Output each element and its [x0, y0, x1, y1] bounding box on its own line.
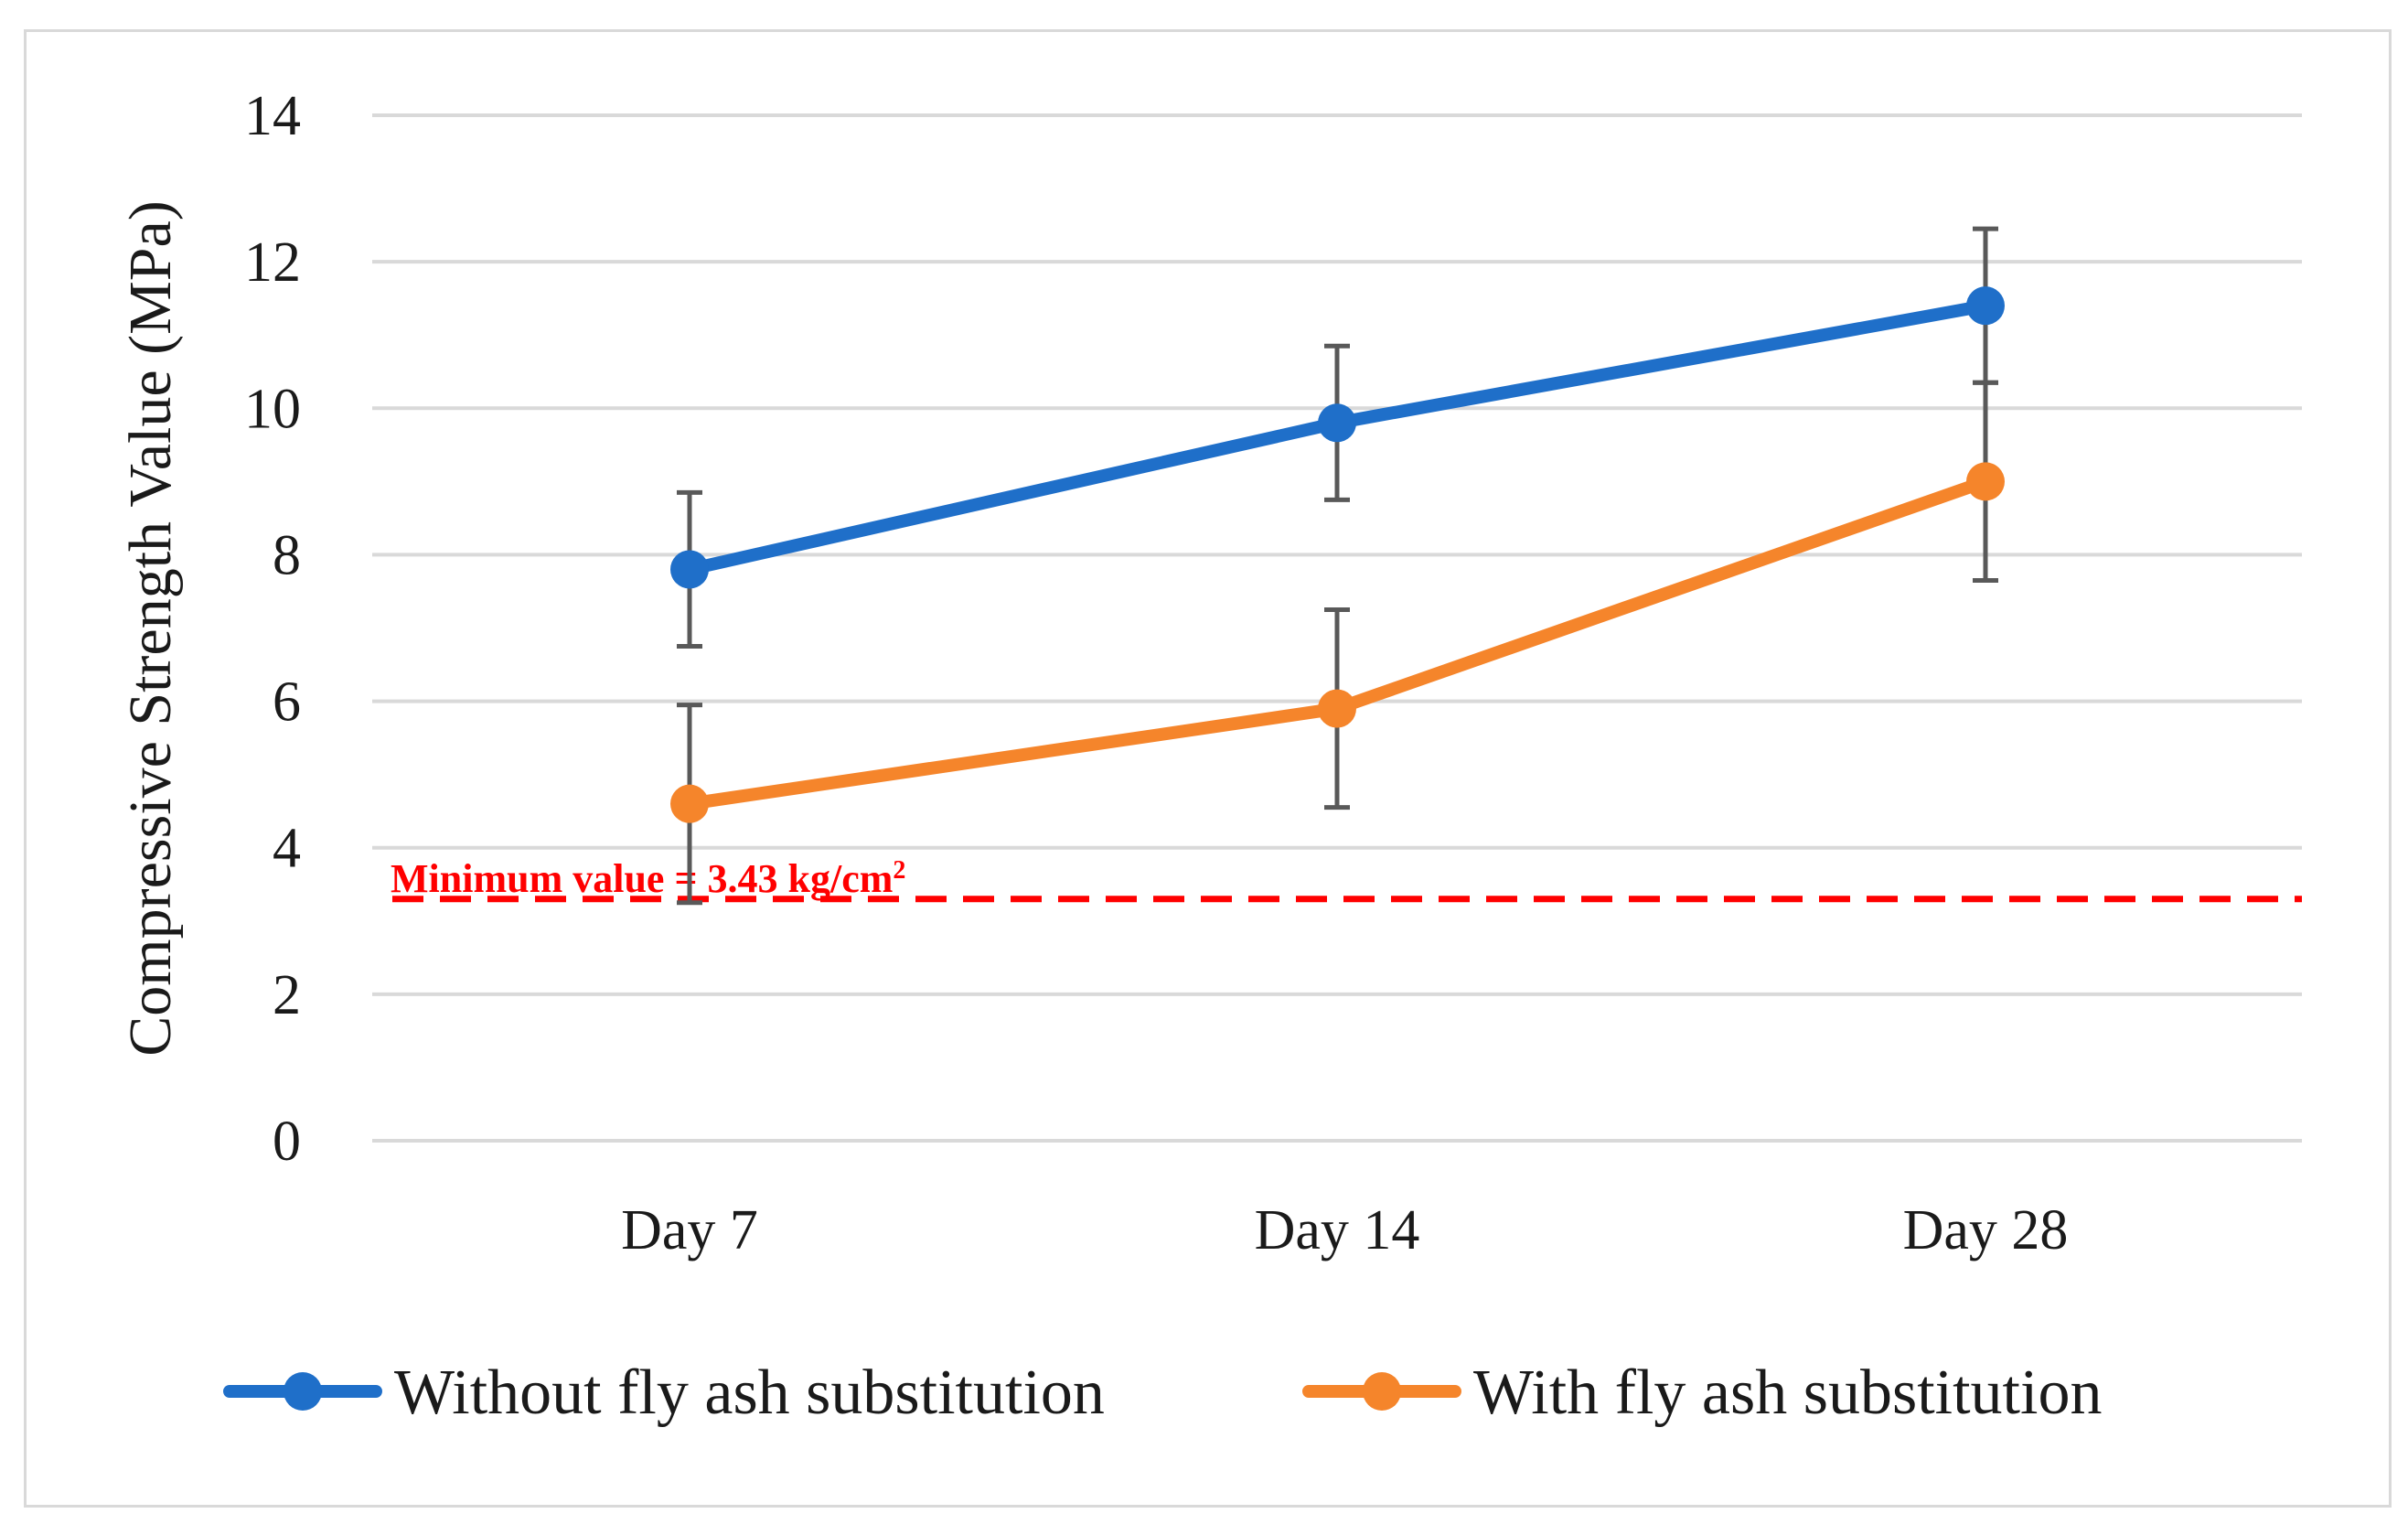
legend-label-2: With fly ash substitution: [1473, 1358, 2102, 1428]
minimum-value-label: Minimum value = 3.43 kg/cm2: [391, 855, 905, 901]
x-tick-label-day-7: Day 7: [621, 1199, 758, 1261]
x-tick-label-day-14: Day 14: [1255, 1199, 1420, 1261]
legend-swatch-marker-1: [284, 1372, 322, 1411]
series-2: [670, 380, 2005, 906]
series-1: [670, 226, 2005, 649]
legend-swatch-marker-2: [1363, 1372, 1401, 1411]
y-tick-label-8: 8: [273, 524, 301, 586]
chart-svg: 0 2 4 6 8 10 12 14 Day 7 Day 14 Day 28 Minimum va…: [117, 85, 2302, 1428]
x-tick-label-day-28: Day 28: [1903, 1199, 2069, 1261]
series-layer: [670, 226, 2005, 906]
data-point-1-3: [1966, 286, 2005, 326]
data-point-1-2: [1318, 403, 1356, 443]
legend-label-1: Without fly ash substitution: [394, 1358, 1105, 1428]
reference-line-group: Minimum value = 3.43 kg/cm2: [391, 855, 2302, 903]
y-tick-labels: 0 2 4 6 8 10 12 14: [244, 85, 301, 1173]
minimum-value-label-superscript: 2: [893, 855, 905, 884]
x-tick-labels: Day 7 Day 14 Day 28: [621, 1199, 2068, 1261]
y-tick-label-10: 10: [244, 378, 301, 440]
y-tick-label-4: 4: [273, 818, 301, 880]
y-axis-title: Compressive Strength Value (MPa): [117, 200, 184, 1057]
y-tick-label-2: 2: [273, 964, 301, 1026]
chart-frame: 0 2 4 6 8 10 12 14 Day 7 Day 14 Day 28 Minimum va…: [24, 29, 2392, 1508]
data-point-2-1: [670, 784, 709, 823]
minimum-value-label-text: Minimum value = 3.43 kg/cm: [391, 856, 893, 901]
y-tick-label-14: 14: [244, 85, 301, 147]
data-point-2-3: [1966, 462, 2005, 501]
legend: Without fly ash substitution With fly ash…: [223, 1358, 2102, 1428]
y-tick-label-6: 6: [273, 671, 301, 734]
legend-item-2: With fly ash substitution: [1302, 1358, 2102, 1428]
data-point-2-2: [1318, 689, 1356, 728]
data-point-1-1: [670, 550, 709, 589]
y-tick-label-0: 0: [273, 1111, 301, 1173]
legend-item-1: Without fly ash substitution: [223, 1358, 1105, 1428]
y-tick-label-12: 12: [244, 231, 301, 294]
